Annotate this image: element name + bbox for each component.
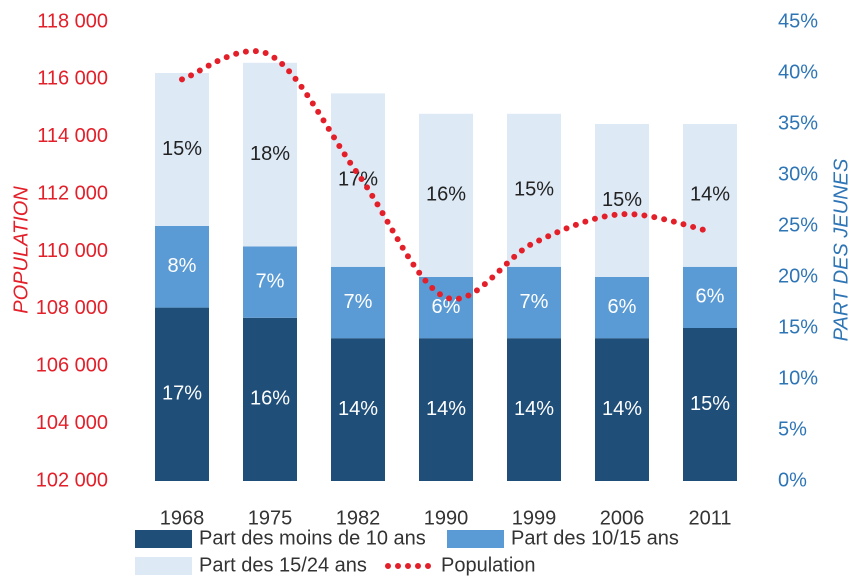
y2-tick-label: 20%	[778, 265, 818, 287]
y2-tick-label: 45%	[778, 10, 818, 32]
y2-tick-label: 5%	[778, 418, 807, 440]
bar-segment	[419, 113, 473, 277]
data-label: 6%	[608, 296, 637, 318]
y2-tick-label: 35%	[778, 112, 818, 134]
data-label: 6%	[696, 286, 725, 308]
y-tick-label: 116 000	[37, 68, 108, 90]
legend-label: Part des 10/15 ans	[511, 527, 679, 549]
bar-segment	[331, 93, 385, 267]
y-tick-label: 102 000	[36, 469, 108, 491]
data-label: 7%	[520, 291, 549, 313]
x-tick-label: 1999	[512, 507, 557, 529]
data-label: 15%	[690, 393, 730, 415]
bar-segment	[155, 226, 209, 308]
bar-segment	[595, 124, 649, 277]
y-tick-label: 104 000	[36, 412, 108, 434]
population-line	[179, 48, 713, 302]
data-label: 14%	[426, 398, 466, 420]
data-label: 16%	[250, 388, 290, 410]
bar-segment	[243, 246, 297, 318]
legend-label: Part des moins de 10 ans	[199, 527, 426, 549]
bar-segment	[507, 266, 561, 339]
bar-segment	[419, 277, 473, 339]
data-label: 15%	[514, 179, 554, 201]
y2-axis-title: PART DES JEUNES	[830, 158, 852, 341]
legend-label: Part des 15/24 ans	[199, 554, 367, 576]
bar-segment	[507, 113, 561, 267]
data-label: 14%	[338, 398, 378, 420]
bar-segment	[419, 338, 473, 481]
x-tick-label: 1990	[424, 507, 469, 529]
bar-segment	[683, 124, 737, 267]
data-label: 16%	[426, 184, 466, 206]
data-label: 14%	[690, 184, 730, 206]
y2-tick-label: 10%	[778, 367, 818, 389]
x-tick-label: 2011	[688, 507, 731, 529]
y2-tick-label: 30%	[778, 163, 818, 185]
bar-segment	[155, 307, 209, 481]
data-label: 17%	[162, 383, 202, 405]
data-label: 14%	[602, 398, 642, 420]
data-label: 14%	[514, 398, 554, 420]
bar-segment	[155, 73, 209, 226]
y-tick-label: 114 000	[37, 125, 108, 147]
data-label: 15%	[602, 189, 642, 211]
y-axis-title: POPULATION	[10, 186, 32, 314]
data-label: 15%	[162, 138, 202, 160]
x-tick-label: 1975	[248, 507, 293, 529]
x-tick-label: 2006	[600, 507, 645, 529]
y-tick-label: 110 000	[37, 240, 108, 262]
bar-segment	[595, 338, 649, 481]
bar-segment	[243, 317, 297, 481]
y-tick-label: 112 000	[37, 182, 108, 204]
bar-segment	[595, 277, 649, 339]
bar-segment	[683, 328, 737, 481]
data-label: 8%	[168, 255, 197, 277]
legend-swatch	[135, 530, 192, 548]
bar-segment	[331, 338, 385, 481]
bar-segment	[507, 338, 561, 481]
bar-segment	[331, 266, 385, 339]
bar-segment	[243, 62, 297, 247]
data-label: 18%	[250, 143, 290, 165]
data-label: 7%	[344, 291, 373, 313]
y2-tick-label: 15%	[778, 316, 818, 338]
legend-label: Population	[441, 554, 536, 576]
legend-swatch	[447, 530, 504, 548]
data-label: 6%	[432, 296, 461, 318]
legend-swatch	[135, 557, 192, 575]
y-tick-label: 106 000	[36, 355, 108, 377]
x-tick-label: 1968	[160, 507, 205, 529]
data-label: 7%	[256, 270, 285, 292]
y2-tick-label: 0%	[778, 469, 807, 491]
bar-segment	[683, 266, 737, 328]
y-tick-label: 118 000	[37, 10, 108, 32]
y-tick-label: 108 000	[36, 297, 108, 319]
y2-tick-label: 40%	[778, 61, 818, 83]
x-tick-label: 1982	[336, 507, 381, 529]
y2-tick-label: 25%	[778, 214, 818, 236]
